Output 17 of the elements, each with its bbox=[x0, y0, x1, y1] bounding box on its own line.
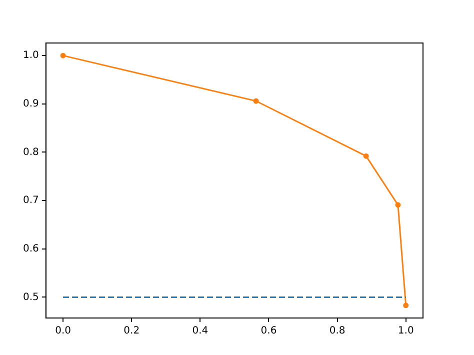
y-tick-label: 0.6 bbox=[22, 243, 39, 254]
y-tick-label: 0.7 bbox=[22, 195, 39, 206]
point bbox=[363, 153, 369, 159]
point bbox=[253, 98, 259, 104]
x-tick-label: 0.2 bbox=[124, 326, 140, 337]
x-tick-label: 0.0 bbox=[55, 326, 71, 337]
y-tick-label: 0.9 bbox=[22, 98, 39, 110]
x-tick-label: 0.6 bbox=[260, 326, 277, 337]
x-tick-label: 1.0 bbox=[398, 326, 414, 337]
x-tick-label: 0.4 bbox=[192, 326, 208, 337]
point bbox=[60, 52, 66, 58]
x-tick-label: 0.8 bbox=[329, 326, 346, 337]
point bbox=[395, 202, 401, 208]
point bbox=[403, 302, 409, 308]
y-tick-label: 0.5 bbox=[22, 292, 39, 303]
y-tick-label: 1.0 bbox=[22, 50, 39, 62]
y-tick-label: 0.8 bbox=[22, 146, 39, 158]
